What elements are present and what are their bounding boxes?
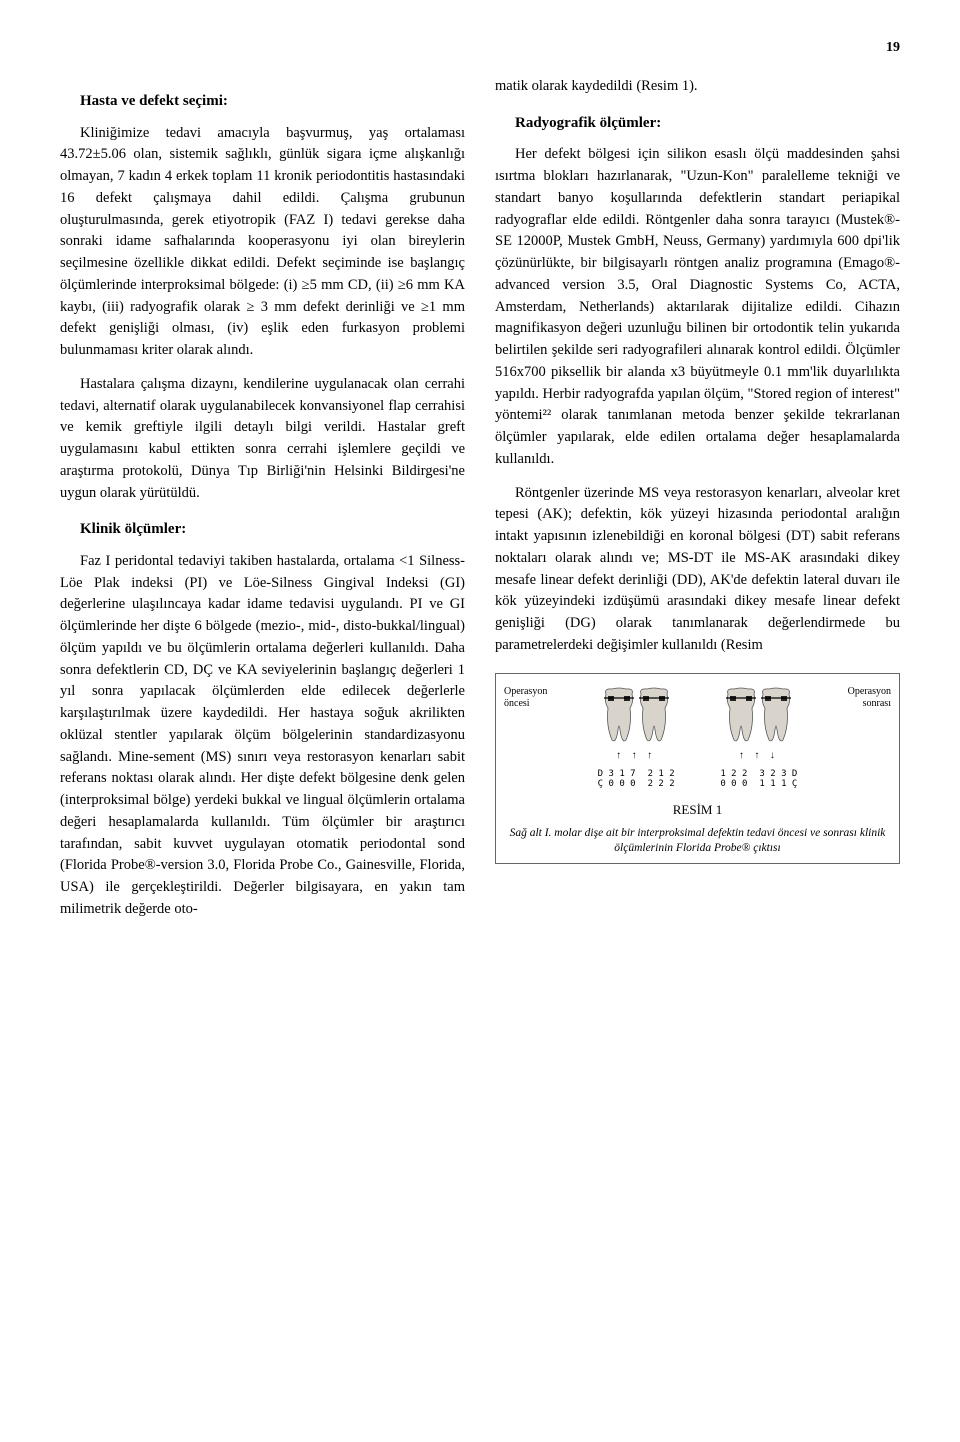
heading-hasta-defekt: Hasta ve defekt seçimi: bbox=[60, 90, 465, 113]
paragraph: Kliniğimize tedavi amacıyla başvurmuş, y… bbox=[60, 123, 465, 362]
figure-title: RESİM 1 bbox=[504, 800, 891, 820]
tooth-icon bbox=[724, 686, 758, 744]
paragraph-continuation: matik olarak kaydedildi (Resim 1). bbox=[495, 76, 900, 98]
paragraph: Faz I peridontal tedaviyi takiben hastal… bbox=[60, 551, 465, 921]
figure-values: 3 2 3 D 1 1 1 Ç bbox=[759, 769, 797, 791]
figure-arrows: ↑ ↑ ↑ bbox=[616, 748, 656, 763]
figure-resim-1: Operasyon öncesi bbox=[495, 673, 900, 865]
tooth-group-before: ↑ ↑ ↑ D 3 1 7 Ç 0 0 0 2 1 2 2 2 2 bbox=[598, 686, 675, 791]
left-column: Hasta ve defekt seçimi: Kliniğimize teda… bbox=[60, 76, 465, 933]
two-column-layout: Hasta ve defekt seçimi: Kliniğimize teda… bbox=[60, 76, 900, 933]
figure-label-after: Operasyon sonrası bbox=[843, 686, 891, 710]
figure-image-row: Operasyon öncesi bbox=[504, 686, 891, 791]
paragraph: Hastalara çalışma dizaynı, kendilerine u… bbox=[60, 374, 465, 505]
tooth-icon bbox=[759, 686, 793, 744]
right-column: matik olarak kaydedildi (Resim 1). Radyo… bbox=[495, 76, 900, 933]
tooth-group-after: ↑ ↑ ↓ 1 2 2 0 0 0 3 2 3 D 1 1 1 Ç bbox=[720, 686, 797, 791]
figure-arrows: ↑ ↑ ↓ bbox=[739, 748, 779, 763]
heading-klinik-olcumler: Klinik ölçümler: bbox=[60, 518, 465, 541]
figure-label-before: Operasyon öncesi bbox=[504, 686, 552, 710]
tooth-icon bbox=[637, 686, 671, 744]
figure-values: 1 2 2 0 0 0 bbox=[720, 769, 747, 791]
figure-values: 2 1 2 2 2 2 bbox=[648, 769, 675, 791]
paragraph: Röntgenler üzerinde MS veya restorasyon … bbox=[495, 483, 900, 657]
tooth-icon bbox=[602, 686, 636, 744]
figure-caption: Sağ alt I. molar dişe ait bir interproks… bbox=[504, 826, 891, 856]
figure-values: D 3 1 7 Ç 0 0 0 bbox=[598, 769, 636, 791]
paragraph: Her defekt bölgesi için silikon esaslı ö… bbox=[495, 144, 900, 470]
heading-radyografik-olcumler: Radyografik ölçümler: bbox=[495, 112, 900, 135]
page-number: 19 bbox=[60, 40, 900, 56]
